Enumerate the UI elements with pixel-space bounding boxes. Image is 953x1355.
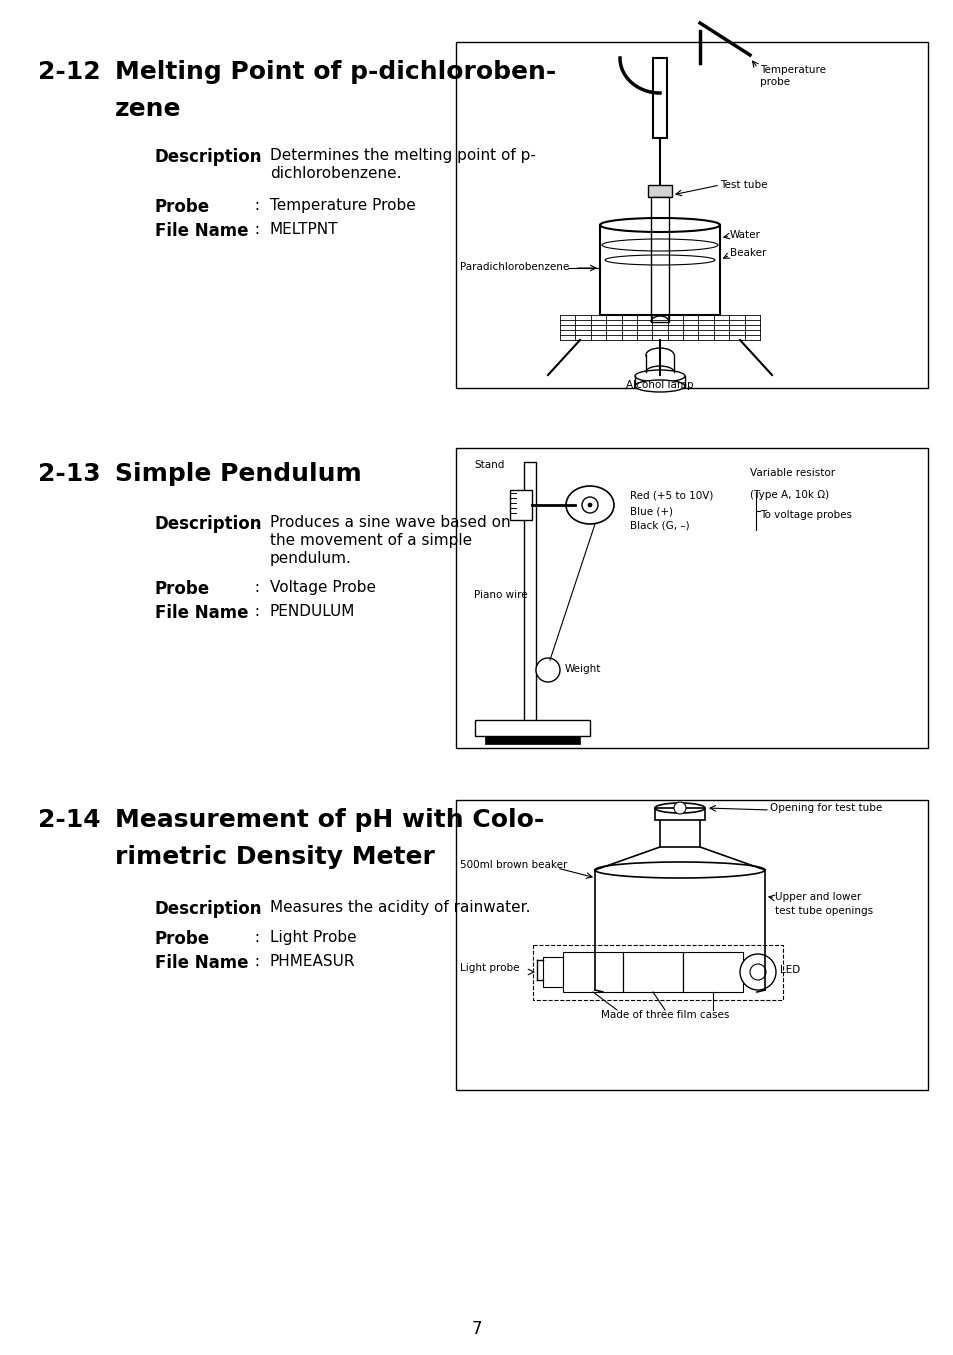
- Text: test tube openings: test tube openings: [774, 906, 872, 916]
- Bar: [650, 196, 668, 322]
- Circle shape: [536, 659, 559, 682]
- Circle shape: [581, 497, 598, 514]
- Ellipse shape: [645, 348, 673, 362]
- Circle shape: [740, 954, 775, 991]
- Text: 2-12: 2-12: [38, 60, 100, 84]
- Text: Light probe: Light probe: [459, 963, 519, 973]
- Text: Alcohol lamp: Alcohol lamp: [625, 379, 693, 390]
- Text: Probe: Probe: [154, 580, 210, 598]
- Text: Weight: Weight: [564, 664, 600, 673]
- Text: PHMEASUR: PHMEASUR: [270, 954, 355, 969]
- Text: Simple Pendulum: Simple Pendulum: [115, 462, 361, 486]
- Text: File Name: File Name: [154, 604, 248, 622]
- Text: Paradichlorobenzene: Paradichlorobenzene: [459, 262, 569, 272]
- Text: :: :: [250, 222, 260, 237]
- Text: rimetric Density Meter: rimetric Density Meter: [115, 846, 435, 869]
- Text: To voltage probes: To voltage probes: [760, 509, 851, 520]
- Bar: [655, 808, 704, 820]
- Text: Upper and lower: Upper and lower: [774, 892, 861, 902]
- Bar: [456, 799, 927, 1089]
- Text: Measurement of pH with Colo-: Measurement of pH with Colo-: [115, 808, 543, 832]
- Bar: [523, 462, 536, 722]
- Bar: [456, 449, 927, 748]
- Text: Determines the melting point of p-: Determines the melting point of p-: [270, 148, 536, 163]
- Bar: [533, 944, 782, 1000]
- Text: Red (+5 to 10V): Red (+5 to 10V): [629, 491, 713, 500]
- Text: :: :: [250, 954, 260, 969]
- Bar: [542, 957, 562, 986]
- Bar: [659, 812, 700, 847]
- Text: zene: zene: [115, 98, 181, 121]
- Text: Probe: Probe: [154, 198, 210, 215]
- Text: :: :: [250, 900, 260, 915]
- Text: Description: Description: [154, 515, 262, 533]
- Text: Temperature Probe: Temperature Probe: [270, 198, 416, 213]
- Text: (Type A, 10k Ω): (Type A, 10k Ω): [749, 491, 828, 500]
- Bar: [456, 42, 927, 388]
- Text: MELTPNT: MELTPNT: [270, 222, 338, 237]
- Text: 2-13: 2-13: [38, 462, 100, 486]
- Ellipse shape: [635, 370, 684, 382]
- Text: Beaker: Beaker: [729, 248, 765, 257]
- Text: Description: Description: [154, 148, 262, 167]
- Bar: [645, 355, 673, 373]
- Text: File Name: File Name: [154, 222, 248, 240]
- Text: 7: 7: [471, 1320, 482, 1337]
- Text: :: :: [250, 198, 260, 213]
- Text: Opening for test tube: Opening for test tube: [769, 804, 882, 813]
- Text: Made of three film cases: Made of three film cases: [600, 1009, 728, 1020]
- Text: File Name: File Name: [154, 954, 248, 972]
- Text: :: :: [250, 148, 260, 163]
- Bar: [622, 953, 682, 992]
- Text: Voltage Probe: Voltage Probe: [270, 580, 375, 595]
- Text: LED: LED: [780, 965, 800, 976]
- Circle shape: [587, 503, 592, 507]
- Bar: [652, 58, 666, 138]
- Text: pendulum.: pendulum.: [270, 551, 352, 566]
- Ellipse shape: [635, 379, 684, 392]
- Text: Water: Water: [729, 230, 760, 240]
- Text: Probe: Probe: [154, 930, 210, 948]
- Text: :: :: [250, 604, 260, 619]
- Circle shape: [673, 802, 685, 814]
- Text: Measures the acidity of rainwater.: Measures the acidity of rainwater.: [270, 900, 530, 915]
- Text: Light Probe: Light Probe: [270, 930, 356, 944]
- Text: Blue (+): Blue (+): [629, 505, 672, 516]
- Ellipse shape: [645, 366, 673, 378]
- Text: Temperature
probe: Temperature probe: [760, 65, 825, 87]
- Text: 2-14: 2-14: [38, 808, 100, 832]
- Text: 500ml brown beaker: 500ml brown beaker: [459, 860, 567, 870]
- Text: Description: Description: [154, 900, 262, 917]
- Bar: [682, 953, 742, 992]
- Bar: [475, 720, 589, 736]
- Ellipse shape: [565, 486, 614, 524]
- Text: dichlorobenzene.: dichlorobenzene.: [270, 167, 401, 182]
- Text: Piano wire: Piano wire: [474, 589, 527, 600]
- Circle shape: [749, 963, 765, 980]
- Text: Produces a sine wave based on: Produces a sine wave based on: [270, 515, 510, 530]
- Text: Test tube: Test tube: [720, 180, 767, 190]
- Text: Stand: Stand: [474, 459, 504, 470]
- Text: the movement of a simple: the movement of a simple: [270, 533, 472, 547]
- Text: :: :: [250, 580, 260, 595]
- Text: Black (G, –): Black (G, –): [629, 522, 689, 531]
- Bar: [510, 491, 532, 520]
- Text: Melting Point of p-dichloroben-: Melting Point of p-dichloroben-: [115, 60, 556, 84]
- Bar: [647, 186, 671, 196]
- Text: :: :: [250, 930, 260, 944]
- Text: :: :: [250, 515, 260, 530]
- Bar: [562, 953, 622, 992]
- Bar: [484, 736, 579, 744]
- Text: Variable resistor: Variable resistor: [749, 467, 834, 478]
- Text: PENDULUM: PENDULUM: [270, 604, 355, 619]
